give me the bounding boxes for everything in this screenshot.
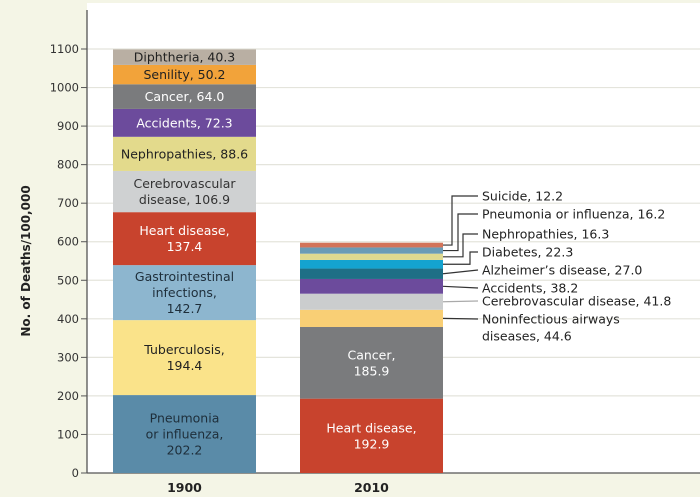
bar-segment-1900-nephropathies <box>113 136 256 171</box>
bar-segment-2010-accidents <box>300 278 443 294</box>
y-tick-label: 1000 <box>50 81 79 95</box>
bar-segment-2010-cancer <box>300 326 443 399</box>
data-label: Nephropathies, 88.6 <box>121 146 248 161</box>
data-label: 194.4 <box>167 358 203 373</box>
y-tick-label: 500 <box>57 273 79 287</box>
bar-segment-2010-pneumonia-or-influenza <box>300 247 443 254</box>
leader-line <box>443 233 478 258</box>
bar-segment-2010-cerebrovascular-disease <box>300 293 443 310</box>
leader-line <box>442 285 479 289</box>
data-label: Pneumonia <box>150 411 220 426</box>
data-label: disease, 106.9 <box>139 192 230 207</box>
leader-line <box>443 251 478 265</box>
data-label: Cancer, <box>348 347 396 362</box>
data-label: diseases, 44.6 <box>482 329 572 344</box>
data-label: Senility, 50.2 <box>143 67 225 82</box>
leader-line <box>442 300 479 303</box>
data-label: Diphtheria, 40.3 <box>134 50 236 65</box>
data-label: 137.4 <box>167 239 203 254</box>
y-tick-label: 100 <box>57 427 79 441</box>
y-tick-label: 200 <box>57 389 79 403</box>
bar-segment-1900-accidents <box>113 108 256 137</box>
y-tick-label: 700 <box>57 196 79 210</box>
bar-segment-1900-pneumonia-or-influenza <box>113 395 256 473</box>
data-label: Heart disease, <box>326 420 416 435</box>
y-tick-label: 300 <box>57 350 79 364</box>
bar-segment-1900-cancer <box>113 84 256 109</box>
bar-segment-1900-heart-disease <box>113 212 256 266</box>
y-tick-label: 600 <box>57 235 79 249</box>
data-label: Diabetes, 22.3 <box>482 245 573 260</box>
data-label: Noninfectious airways <box>482 312 620 327</box>
data-label: Pneumonia or influenza, 16.2 <box>482 207 665 222</box>
y-tick-label: 800 <box>57 158 79 172</box>
y-tick-label: 1100 <box>50 42 79 56</box>
y-tick-label: 400 <box>57 312 79 326</box>
x-tick-label: 1900 <box>167 480 202 495</box>
bar-segment-2010-heart-disease <box>300 398 443 473</box>
leader-line <box>443 213 478 252</box>
bar-segment-2010-noninfectious-airways-diseases <box>300 309 443 327</box>
data-label: or influenza, <box>146 427 224 442</box>
data-label: Cerebrovascular <box>133 176 236 191</box>
data-label: Cerebrovascular disease, 41.8 <box>482 294 671 309</box>
leader-line <box>442 317 479 320</box>
x-tick-label: 2010 <box>354 480 389 495</box>
y-tick-label: 0 <box>72 466 79 480</box>
leader-line <box>442 269 479 275</box>
data-label: infections, <box>152 285 217 300</box>
bar-segment-2010-diabetes <box>300 259 443 269</box>
data-label: Heart disease, <box>139 223 229 238</box>
data-label: Gastrointestinal <box>135 269 234 284</box>
data-label: 202.2 <box>167 443 203 458</box>
data-label: Alzheimer’s disease, 27.0 <box>482 263 642 278</box>
bar-segment-2010-nephropathies <box>300 253 443 260</box>
data-label: Tuberculosis, <box>143 342 225 357</box>
data-label: Cancer, 64.0 <box>145 89 225 104</box>
data-label: 142.7 <box>167 301 203 316</box>
bar-segment-1900-gastrointestinal-infections <box>113 265 256 321</box>
bar-segment-1900-diphtheria <box>113 49 256 65</box>
y-axis-label: No. of Deaths/100,000 <box>19 185 33 336</box>
bar-segment-2010-suicide <box>300 242 443 248</box>
data-label: 185.9 <box>354 363 390 378</box>
data-label: Accidents, 38.2 <box>482 281 578 296</box>
y-tick-label: 900 <box>57 119 79 133</box>
data-label: 192.9 <box>354 436 390 451</box>
bar-segment-2010-alzheimer-s-disease <box>300 268 443 279</box>
data-label: Suicide, 12.2 <box>482 189 563 204</box>
bar-segment-1900-senility <box>113 64 256 85</box>
leader-line <box>443 195 478 246</box>
data-label: Accidents, 72.3 <box>136 115 232 130</box>
bar-segment-1900-tuberculosis <box>113 320 256 396</box>
bar-segment-1900-cerebrovascular-disease <box>113 170 256 213</box>
data-label: Nephropathies, 16.3 <box>482 227 609 242</box>
